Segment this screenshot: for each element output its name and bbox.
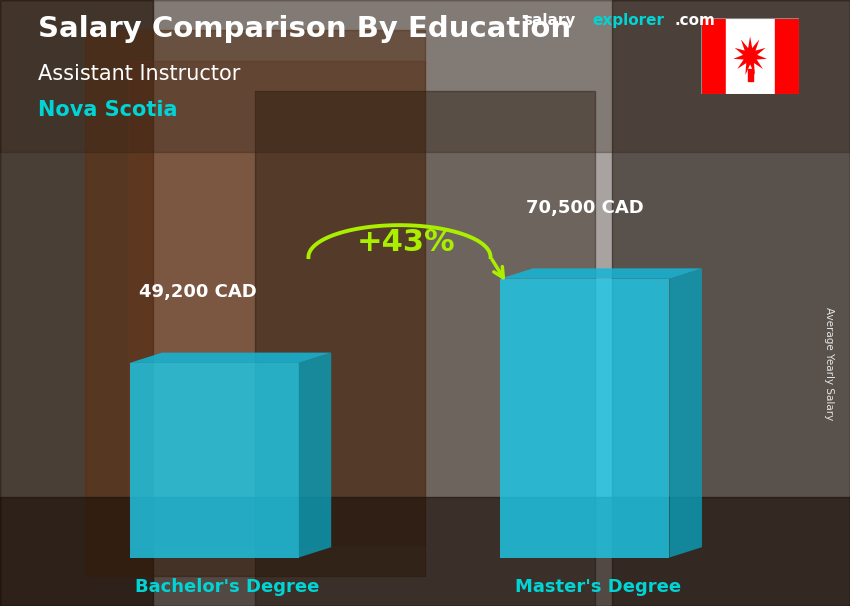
Bar — [774, 18, 799, 94]
Polygon shape — [129, 363, 298, 558]
Bar — [128, 61, 425, 545]
Text: Bachelor's Degree: Bachelor's Degree — [135, 578, 320, 596]
Text: Assistant Instructor: Assistant Instructor — [38, 64, 241, 84]
Text: Nova Scotia: Nova Scotia — [38, 100, 178, 120]
Text: 70,500 CAD: 70,500 CAD — [526, 199, 643, 217]
Text: Average Yearly Salary: Average Yearly Salary — [824, 307, 834, 420]
Bar — [255, 91, 595, 606]
Polygon shape — [501, 279, 670, 558]
Text: +43%: +43% — [357, 228, 456, 257]
Polygon shape — [734, 36, 767, 75]
Bar — [85, 30, 425, 576]
Polygon shape — [670, 268, 702, 558]
Bar — [726, 18, 774, 94]
Text: .com: .com — [674, 13, 715, 28]
Bar — [0, 0, 850, 152]
Text: 49,200 CAD: 49,200 CAD — [139, 283, 257, 301]
Bar — [701, 18, 726, 94]
Bar — [0, 0, 153, 606]
Polygon shape — [298, 353, 332, 558]
Text: Master's Degree: Master's Degree — [515, 578, 681, 596]
Text: explorer: explorer — [592, 13, 665, 28]
Bar — [612, 0, 850, 606]
Polygon shape — [501, 268, 702, 279]
Bar — [0, 497, 850, 606]
Text: salary: salary — [523, 13, 575, 28]
Bar — [747, 68, 753, 81]
Text: Salary Comparison By Education: Salary Comparison By Education — [38, 15, 571, 43]
Polygon shape — [129, 353, 332, 363]
